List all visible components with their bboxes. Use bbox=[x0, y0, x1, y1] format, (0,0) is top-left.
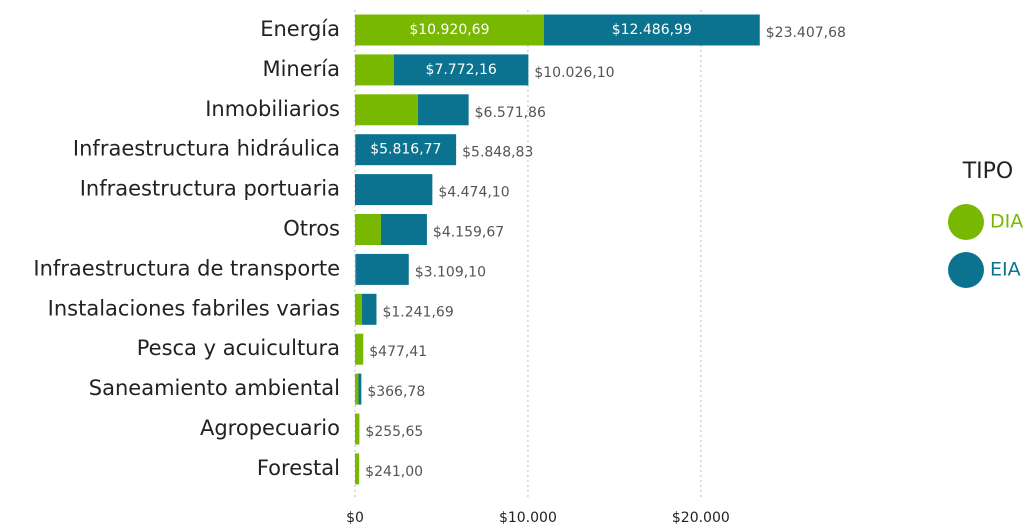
segment-label: $7.772,16 bbox=[426, 62, 497, 78]
category-label: Agropecuario bbox=[200, 416, 340, 440]
bar-segment bbox=[355, 214, 381, 245]
bar-segment bbox=[355, 134, 356, 166]
x-tick-label: $0 bbox=[346, 510, 364, 526]
bar-segment bbox=[355, 293, 362, 325]
bar-segment bbox=[417, 94, 469, 126]
category-label: Minería bbox=[262, 57, 340, 81]
total-label: $3.109,10 bbox=[415, 264, 486, 280]
bar-segment bbox=[356, 253, 409, 285]
total-label: $6.571,86 bbox=[475, 105, 546, 121]
bar-segment bbox=[355, 174, 433, 206]
category-label: Pesca y acuicultura bbox=[137, 336, 340, 360]
bar-segment bbox=[355, 333, 364, 365]
total-label: $23.407,68 bbox=[766, 25, 846, 41]
total-label: $10.026,10 bbox=[534, 65, 614, 81]
bar-segment bbox=[355, 94, 418, 126]
total-label: $5.848,83 bbox=[462, 145, 533, 161]
category-label: Otros bbox=[283, 217, 340, 241]
x-tick-label: $10.000 bbox=[499, 510, 557, 526]
total-label: $241,00 bbox=[365, 464, 423, 480]
bar-segment bbox=[393, 54, 529, 86]
category-label: Forestal bbox=[257, 456, 340, 480]
bar-segment bbox=[361, 293, 377, 325]
legend-swatch bbox=[948, 204, 984, 240]
category-label: Saneamiento ambiental bbox=[89, 376, 340, 400]
category-label: Inmobiliarios bbox=[205, 97, 340, 121]
bar-segment bbox=[355, 373, 359, 405]
category-label: Instalaciones fabriles varias bbox=[48, 296, 340, 320]
x-tick-label: $20.000 bbox=[672, 510, 730, 526]
bar-segment bbox=[355, 453, 360, 485]
legend-label: EIA bbox=[990, 259, 1021, 281]
total-label: $1.241,69 bbox=[382, 304, 453, 320]
category-label: Infraestructura hidráulica bbox=[73, 137, 340, 161]
bar-segment bbox=[355, 134, 457, 166]
total-label: $366,78 bbox=[367, 384, 425, 400]
category-label: Infraestructura de transporte bbox=[33, 256, 340, 280]
bar-segment bbox=[543, 14, 760, 46]
legend-title: TIPO bbox=[962, 159, 1014, 184]
category-label: Infraestructura portuaria bbox=[80, 177, 340, 201]
segment-label: $10.920,69 bbox=[409, 22, 489, 38]
bar-segment bbox=[358, 373, 362, 405]
bar-segment bbox=[380, 214, 427, 245]
total-label: $4.474,10 bbox=[438, 185, 509, 201]
segment-label: $12.486,99 bbox=[612, 22, 692, 38]
total-label: $255,65 bbox=[365, 424, 423, 440]
total-label: $4.159,67 bbox=[433, 225, 504, 241]
bar-segment bbox=[355, 413, 360, 445]
bar-segment bbox=[355, 14, 544, 46]
legend-swatch bbox=[948, 252, 984, 288]
segment-label: $5.816,77 bbox=[370, 142, 441, 158]
bar-segment bbox=[355, 253, 357, 285]
legend-label: DIA bbox=[990, 211, 1023, 233]
bar-segment bbox=[355, 54, 394, 86]
total-label: $477,41 bbox=[369, 344, 427, 360]
category-label: Energía bbox=[260, 17, 340, 41]
